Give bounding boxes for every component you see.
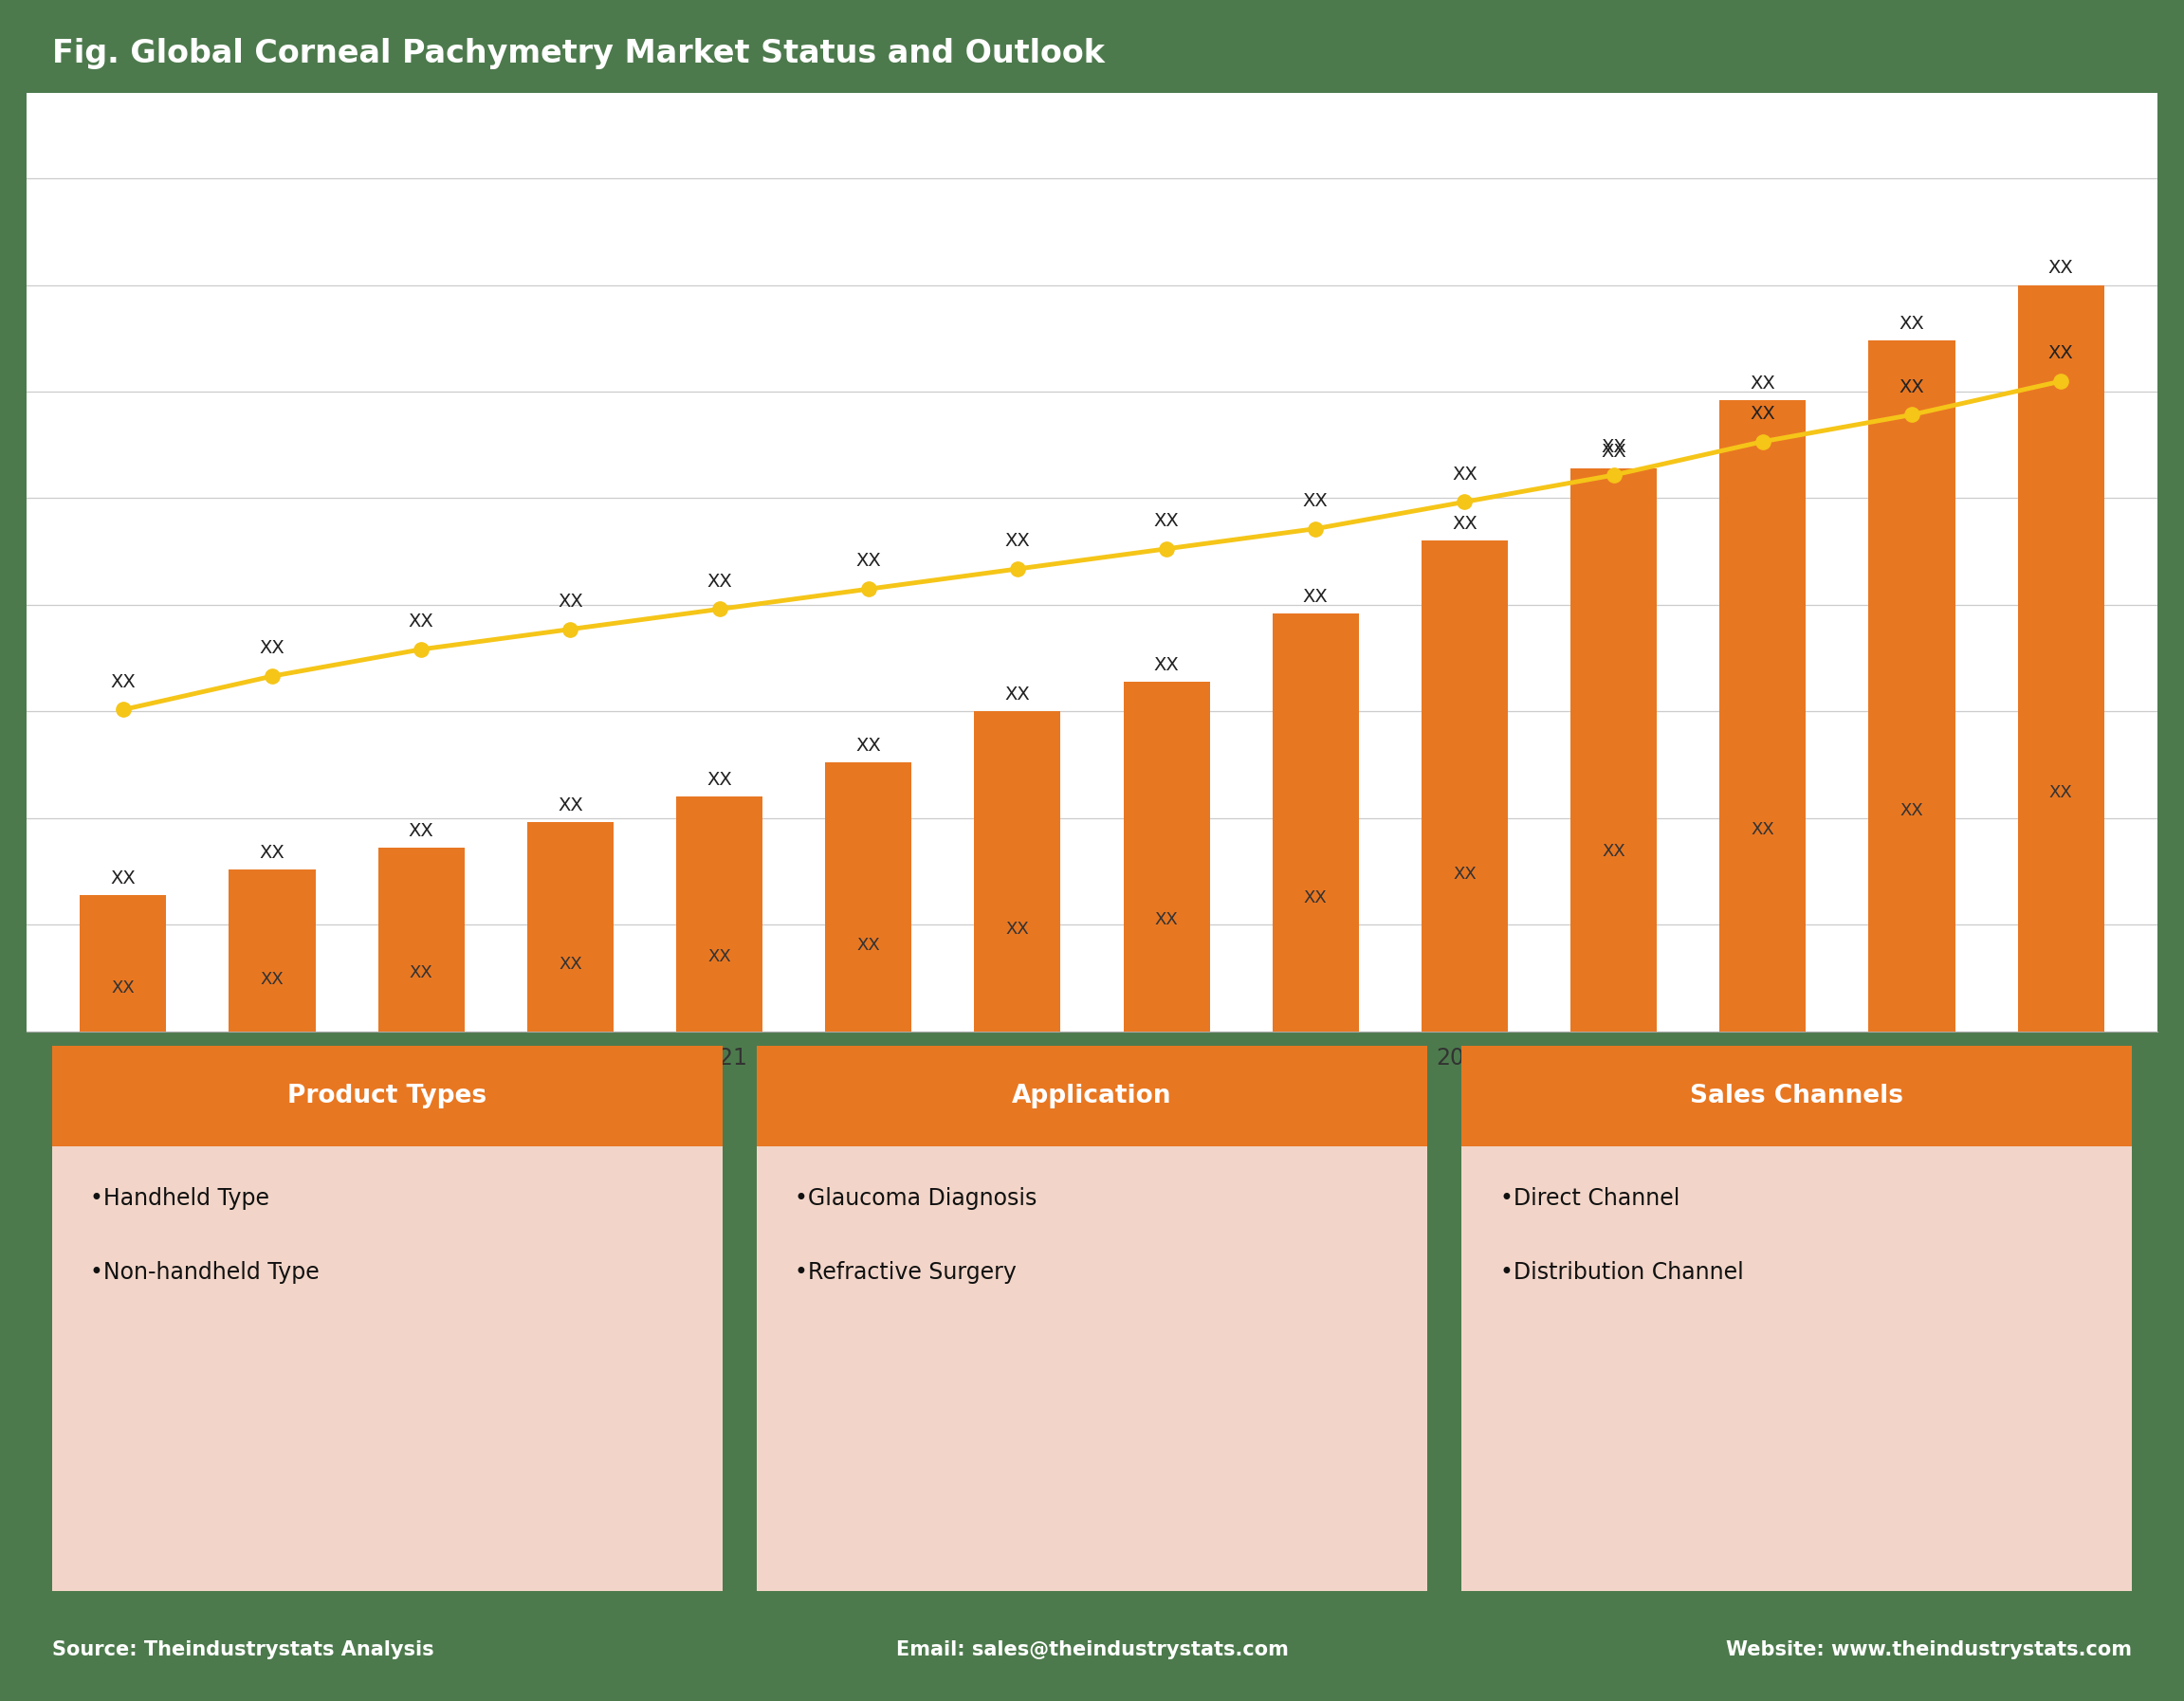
Text: XX: XX xyxy=(111,869,135,888)
Text: •Refractive Surgery: •Refractive Surgery xyxy=(795,1260,1018,1284)
Text: XX: XX xyxy=(1304,492,1328,510)
Text: XX: XX xyxy=(1153,512,1179,531)
Text: XX: XX xyxy=(1452,515,1476,532)
Text: •Distribution Channel: •Distribution Channel xyxy=(1500,1260,1743,1284)
Text: XX: XX xyxy=(708,771,732,789)
Text: XX: XX xyxy=(1601,439,1627,456)
Text: XX: XX xyxy=(1749,374,1776,393)
Text: Sales Channels: Sales Channels xyxy=(1690,1084,1904,1109)
Text: XX: XX xyxy=(708,947,732,964)
Text: XX: XX xyxy=(1900,378,1924,396)
Text: •Non-handheld Type: •Non-handheld Type xyxy=(90,1260,319,1284)
Text: XX: XX xyxy=(408,612,435,631)
Bar xyxy=(1461,1046,2132,1146)
Text: Website: www.theindustrystats.com: Website: www.theindustrystats.com xyxy=(1725,1640,2132,1658)
Text: XX: XX xyxy=(1005,532,1031,549)
Text: Product Types: Product Types xyxy=(288,1084,487,1109)
Text: XX: XX xyxy=(408,822,435,840)
Text: Source: Theindustrystats Analysis: Source: Theindustrystats Analysis xyxy=(52,1640,435,1658)
Text: XX: XX xyxy=(708,572,732,590)
Bar xyxy=(974,711,1061,1031)
Text: XX: XX xyxy=(1304,890,1328,907)
Bar xyxy=(81,895,166,1031)
Text: XX: XX xyxy=(1749,405,1776,424)
Bar xyxy=(1422,541,1507,1031)
Text: XX: XX xyxy=(856,553,880,570)
Bar xyxy=(2018,286,2103,1031)
Text: XX: XX xyxy=(1603,842,1625,859)
Text: XX: XX xyxy=(111,980,135,997)
Bar xyxy=(826,762,911,1031)
Bar xyxy=(378,849,465,1031)
Bar xyxy=(1273,614,1358,1031)
Text: •Direct Channel: •Direct Channel xyxy=(1500,1187,1679,1209)
Text: XX: XX xyxy=(408,964,432,981)
Bar xyxy=(756,1046,1428,1146)
Bar xyxy=(52,1146,723,1592)
Bar xyxy=(1461,1146,2132,1592)
Bar xyxy=(1570,468,1658,1031)
Text: XX: XX xyxy=(2049,345,2073,362)
Text: XX: XX xyxy=(1005,686,1031,704)
Text: XX: XX xyxy=(1304,589,1328,606)
Text: XX: XX xyxy=(1752,822,1776,839)
Text: •Glaucoma Diagnosis: •Glaucoma Diagnosis xyxy=(795,1187,1037,1209)
Text: XX: XX xyxy=(1452,866,1476,883)
Text: XX: XX xyxy=(111,674,135,691)
Bar xyxy=(756,1146,1428,1592)
Legend: Revenue (Million $), Y-oY Growth Rate (%): Revenue (Million $), Y-oY Growth Rate (%… xyxy=(793,1073,1391,1111)
Bar xyxy=(1870,340,1955,1031)
Text: Fig. Global Corneal Pachymetry Market Status and Outlook: Fig. Global Corneal Pachymetry Market St… xyxy=(52,37,1105,70)
Text: XX: XX xyxy=(557,796,583,815)
Bar xyxy=(526,822,614,1031)
Text: XX: XX xyxy=(1155,912,1177,929)
Text: XX: XX xyxy=(1601,442,1627,461)
Text: XX: XX xyxy=(557,592,583,611)
Text: XX: XX xyxy=(2049,784,2073,801)
Bar xyxy=(52,1046,723,1146)
Text: Email: sales@theindustrystats.com: Email: sales@theindustrystats.com xyxy=(895,1640,1289,1658)
Bar xyxy=(1719,400,1806,1031)
Text: XX: XX xyxy=(1153,657,1179,674)
Text: XX: XX xyxy=(2049,259,2073,277)
Text: •Handheld Type: •Handheld Type xyxy=(90,1187,269,1209)
Text: XX: XX xyxy=(260,640,284,657)
Bar xyxy=(229,869,314,1031)
Text: XX: XX xyxy=(559,956,581,973)
Text: XX: XX xyxy=(1900,315,1924,333)
Text: XX: XX xyxy=(260,844,284,862)
Text: Application: Application xyxy=(1011,1084,1173,1109)
Bar xyxy=(677,796,762,1031)
Text: XX: XX xyxy=(856,937,880,954)
Text: XX: XX xyxy=(1900,801,1924,818)
Text: XX: XX xyxy=(856,737,880,755)
Text: XX: XX xyxy=(260,971,284,988)
Text: XX: XX xyxy=(1452,464,1476,483)
Text: XX: XX xyxy=(1007,920,1029,937)
Bar xyxy=(1123,682,1210,1031)
